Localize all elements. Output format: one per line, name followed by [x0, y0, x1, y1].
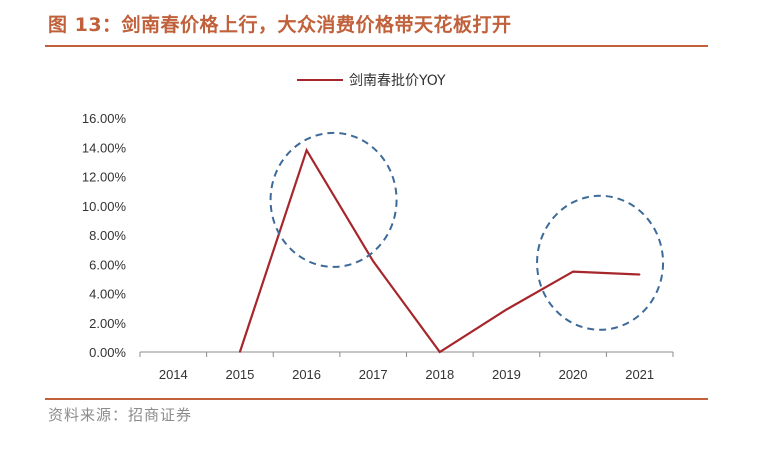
x-tick-label: 2016 — [292, 367, 321, 382]
x-tick-label: 2014 — [159, 367, 188, 382]
y-tick-label: 6.00% — [89, 257, 126, 272]
annotation-circle — [536, 194, 665, 331]
data-point — [239, 351, 241, 353]
title-underline — [45, 45, 708, 47]
annotations — [269, 131, 665, 331]
x-tick-label: 2018 — [425, 367, 454, 382]
x-tick-label: 2020 — [559, 367, 588, 382]
y-tick-label: 0.00% — [89, 345, 126, 360]
data-point — [305, 149, 308, 151]
y-tick-label: 4.00% — [89, 287, 126, 302]
legend: 剑南春批价YOY — [297, 73, 446, 89]
x-tick-label: 2021 — [625, 367, 654, 382]
series-group — [238, 147, 641, 354]
data-point — [638, 273, 641, 276]
y-tick-label: 14.00% — [82, 140, 127, 155]
data-point — [439, 351, 441, 353]
series-line — [238, 147, 640, 354]
y-tick-label: 16.00% — [82, 111, 127, 126]
footer-rule — [45, 398, 708, 400]
y-axis: 0.00% 2.00% 4.00% 6.00% 8.00% 10.00% 12.00% 14.… — [82, 111, 127, 360]
data-point — [572, 270, 574, 273]
data-point — [372, 260, 374, 263]
x-axis: 2014 2015 2016 2017 2018 2019 2020 2021 — [139, 351, 674, 382]
x-tick-label: 2017 — [359, 367, 388, 382]
x-tick-label: 2015 — [225, 367, 254, 382]
legend-label: 剑南春批价YOY — [349, 73, 446, 89]
source-note: 资料来源：招商证券 — [48, 406, 193, 424]
annotation-circle — [269, 131, 398, 268]
y-tick-label: 8.00% — [89, 228, 126, 243]
y-tick-label: 12.00% — [82, 170, 127, 185]
figure-title: 图 13：剑南春价格上行，大众消费价格带天花板打开 — [48, 14, 512, 36]
x-tick-label: 2019 — [492, 367, 521, 382]
y-tick-label: 2.00% — [89, 316, 126, 331]
data-point — [505, 308, 508, 311]
y-tick-label: 10.00% — [82, 199, 127, 214]
